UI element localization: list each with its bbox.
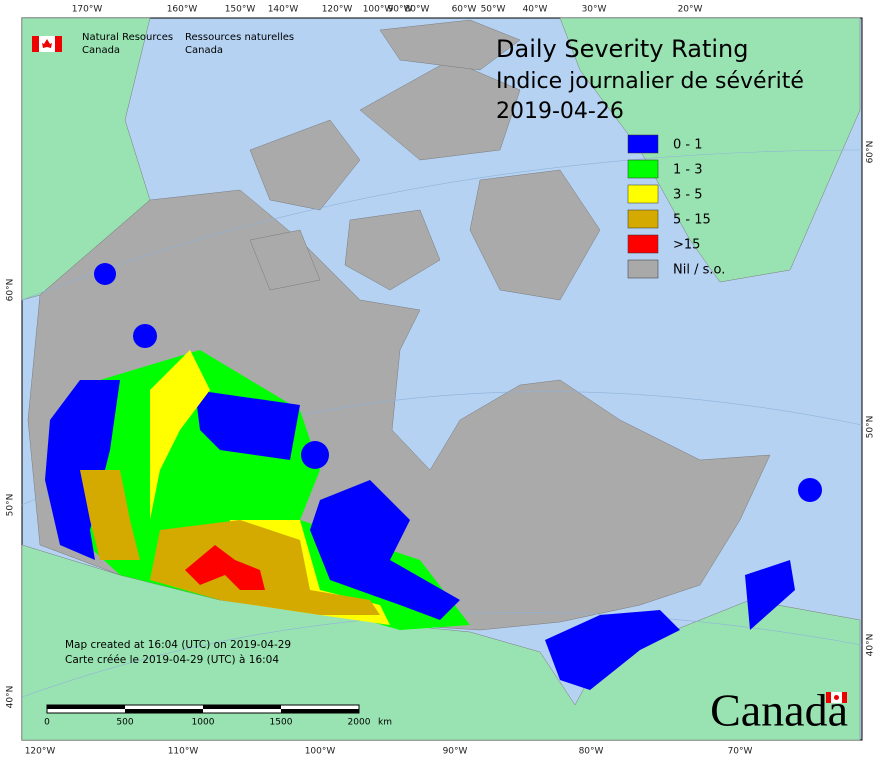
latitude-label: 50°N	[866, 416, 876, 439]
scale-bar: 0 500 1000 1500 2000 km	[44, 704, 392, 728]
longitude-label: 150°W	[225, 5, 256, 15]
legend-swatch	[627, 259, 659, 279]
wordmark: Canada	[710, 685, 848, 736]
area-0-1	[310, 480, 460, 620]
scale-label: 1000	[192, 718, 215, 728]
scale-segment	[47, 705, 125, 709]
greenland	[559, 17, 861, 283]
area-0-1	[798, 478, 822, 502]
legend-label: >15	[673, 238, 700, 253]
longitude-label: 80°W	[405, 5, 430, 15]
longitude-label: 120°W	[25, 747, 56, 757]
longitude-label: 110°W	[168, 747, 199, 757]
graticule-line	[21, 149, 863, 301]
area-0-1	[94, 263, 116, 285]
legend-label: 1 - 3	[673, 163, 703, 178]
longitude-label: 40°W	[523, 5, 548, 15]
longitude-label: 60°W	[452, 5, 477, 15]
baffin-island	[469, 169, 601, 301]
longitude-label: 100°W	[363, 5, 394, 15]
flag-bar	[826, 692, 831, 703]
latitude-label: 40°N	[866, 634, 876, 657]
latitude-label: 40°N	[6, 686, 16, 709]
legend-label: 3 - 5	[673, 188, 703, 203]
scale-segment	[281, 709, 359, 713]
area-0-1	[745, 560, 795, 630]
longitude-label: 100°W	[305, 747, 336, 757]
org-en: Canada	[82, 45, 120, 56]
longitude-label: 90°W	[388, 5, 413, 15]
maple-leaf	[834, 695, 839, 700]
area-3-5	[150, 350, 210, 520]
legend-label: 5 - 15	[673, 213, 711, 228]
axes: 170°W 160°W 150°W 140°W 120°W 100°W90°W80°W 60…	[6, 5, 876, 757]
title: Daily Severity Rating	[496, 35, 748, 63]
scale-label: 1500	[270, 718, 293, 728]
area-0-1	[301, 441, 329, 469]
legend-swatch	[627, 134, 659, 154]
area-0-1	[133, 324, 157, 348]
longitude-label: 20°W	[678, 5, 703, 15]
header: Natural Resources Canada Ressources natu…	[32, 32, 294, 56]
wordmark-flag	[826, 692, 847, 703]
longitude-label: 90°W	[443, 747, 468, 757]
legend-label: 0 - 1	[673, 138, 703, 153]
flag-bar	[55, 36, 62, 52]
area-0-1	[195, 390, 300, 460]
legend-label: Nil / s.o.	[673, 263, 725, 278]
scale-segment	[203, 705, 281, 709]
area-5-15	[80, 470, 140, 560]
longitude-label: 170°W	[72, 5, 103, 15]
maple-leaf	[42, 39, 52, 48]
longitude-label: 50°W	[481, 5, 506, 15]
arctic-island	[379, 19, 521, 71]
severity-areas	[45, 263, 822, 690]
longitude-label: 160°W	[167, 5, 198, 15]
longitude-label: 80°W	[579, 747, 604, 757]
longitude-label: 30°W	[582, 5, 607, 15]
latitude-label: 60°N	[866, 141, 876, 164]
flag-bar	[32, 36, 39, 52]
title: Indice journalier de sévérité	[496, 69, 804, 94]
legend-swatch	[627, 184, 659, 204]
scale-label: 2000	[348, 718, 371, 728]
latitude-label: 50°N	[6, 494, 16, 517]
longitude-label: 120°W	[322, 5, 353, 15]
area-gt-15	[185, 545, 265, 590]
scale-label: 0	[44, 718, 50, 728]
org-en: Natural Resources	[82, 32, 173, 43]
org-fr: Canada	[185, 45, 223, 56]
title: 2019-04-26	[496, 99, 624, 124]
scale-label: 500	[116, 718, 133, 728]
legend-swatch	[627, 234, 659, 254]
legend-swatch	[627, 209, 659, 229]
scale-segment	[125, 709, 203, 713]
legend: 0 - 1 1 - 3 3 - 5 5 - 15 >15 Nil / s.o.	[627, 134, 725, 279]
org-fr: Ressources naturelles	[185, 32, 294, 43]
scale-unit: km	[378, 718, 392, 728]
credit: Carte créée le 2019-04-29 (UTC) à 16:04	[65, 654, 279, 666]
area-5-15	[150, 520, 380, 615]
arctic-island	[249, 229, 321, 291]
arctic-island	[344, 209, 441, 291]
legend-swatch	[627, 159, 659, 179]
arctic-island	[359, 59, 521, 161]
arctic-island	[249, 119, 361, 211]
area-0-1	[545, 610, 680, 690]
latitude-label: 60°N	[6, 279, 16, 302]
flag-bar	[842, 692, 847, 703]
credit: Map created at 16:04 (UTC) on 2019-04-29	[65, 639, 291, 651]
longitude-label: 140°W	[268, 5, 299, 15]
longitude-label: 70°W	[728, 747, 753, 757]
